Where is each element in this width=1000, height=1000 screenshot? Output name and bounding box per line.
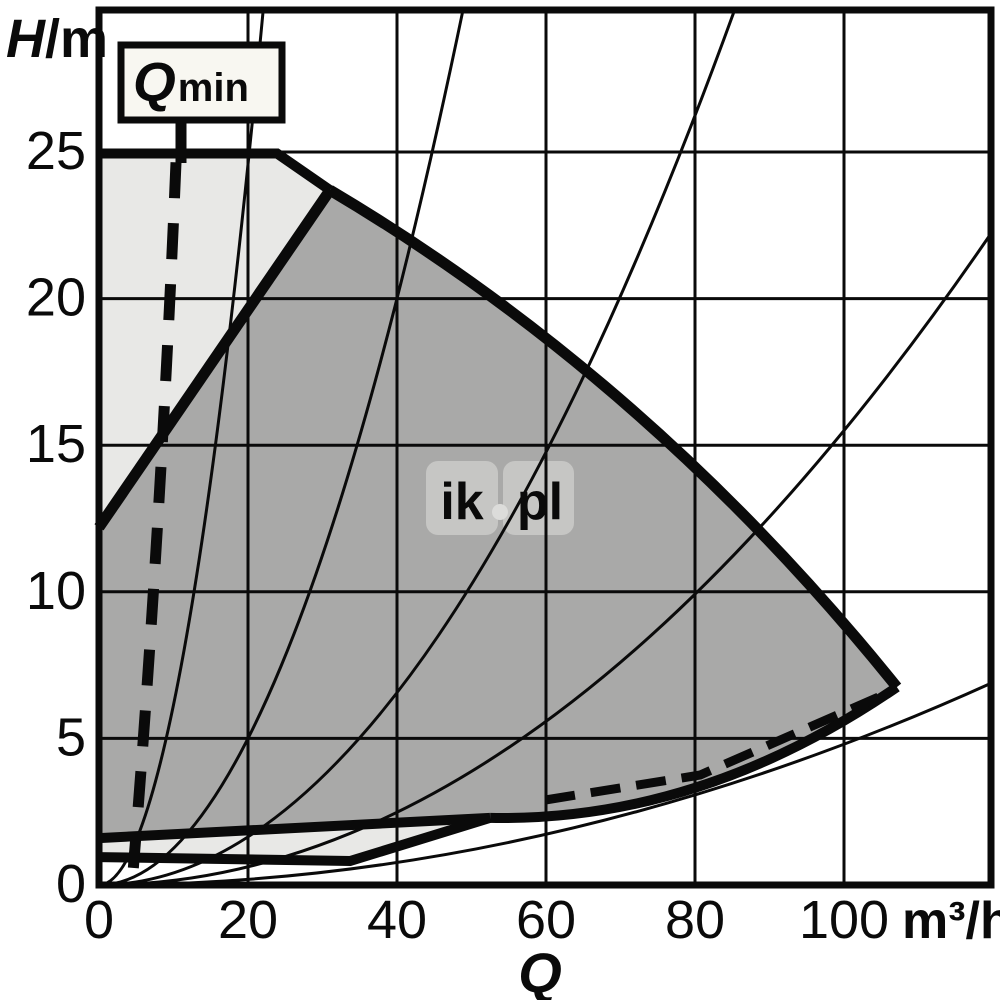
- plot-frame: [95, 6, 995, 889]
- region-low-head-band: [99, 817, 491, 861]
- watermark-dot: [492, 504, 508, 520]
- qmin-label-box: [117, 41, 286, 124]
- watermark-text-right: pl: [517, 473, 563, 531]
- watermark-text-left: ik: [440, 473, 483, 531]
- system-curve-3: [98, 9, 737, 887]
- boundary-band-bottom-limit: [98, 813, 492, 867]
- boundary-qmin-limit-curve: [127, 162, 182, 873]
- watermark-tile-left: [426, 461, 498, 535]
- system-curve-4: [98, 232, 993, 887]
- x-tick-label-40: 40: [367, 890, 427, 950]
- y-tick-label-10: 10: [26, 561, 86, 621]
- x-tick-label-20: 20: [218, 890, 278, 950]
- x-tick-label-100: 100: [799, 890, 889, 950]
- y-tick-label-20: 20: [26, 268, 86, 328]
- x-tick-label-60: 60: [516, 890, 576, 950]
- system-curve-1: [98, 9, 265, 887]
- x-tick-label-80: 80: [665, 890, 725, 950]
- boundary-min-speed-curve: [490, 682, 900, 823]
- x-tick-label-0: 0: [84, 890, 114, 950]
- qmin-label: Qmin: [133, 51, 249, 113]
- y-tick-label-0: 0: [56, 854, 86, 914]
- watermark-tile-right: [503, 461, 574, 535]
- boundary-max-head-limit-25m: [99, 148, 333, 195]
- y-tick-label-5: 5: [56, 707, 86, 767]
- y-tick-label-25: 25: [26, 121, 86, 181]
- boundary-left-max-curve: [94, 186, 335, 531]
- x-axis-label: Q: [518, 941, 562, 1000]
- boundary-max-speed-curve: [327, 185, 902, 691]
- y-tick-label-15: 15: [26, 414, 86, 474]
- boundary-min-flow-dashed-limit: [544, 692, 881, 805]
- boundary-band-top-limit: [98, 812, 491, 844]
- system-curve-5: [98, 681, 992, 887]
- system-curve-2: [98, 9, 465, 887]
- y-axis-label: H/m: [6, 9, 108, 69]
- x-axis-unit: m³/h: [902, 892, 1000, 950]
